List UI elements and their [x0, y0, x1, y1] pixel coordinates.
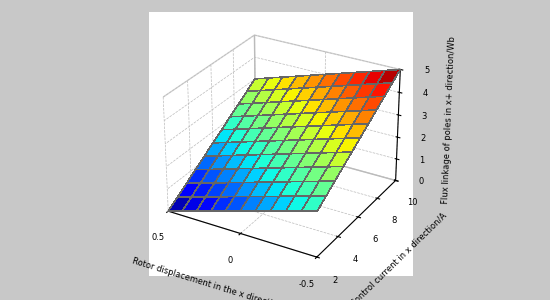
Y-axis label: Control current in x direction/A: Control current in x direction/A [349, 211, 448, 300]
X-axis label: Rotor displacement in the x direction/mm: Rotor displacement in the x direction/mm [131, 256, 301, 300]
